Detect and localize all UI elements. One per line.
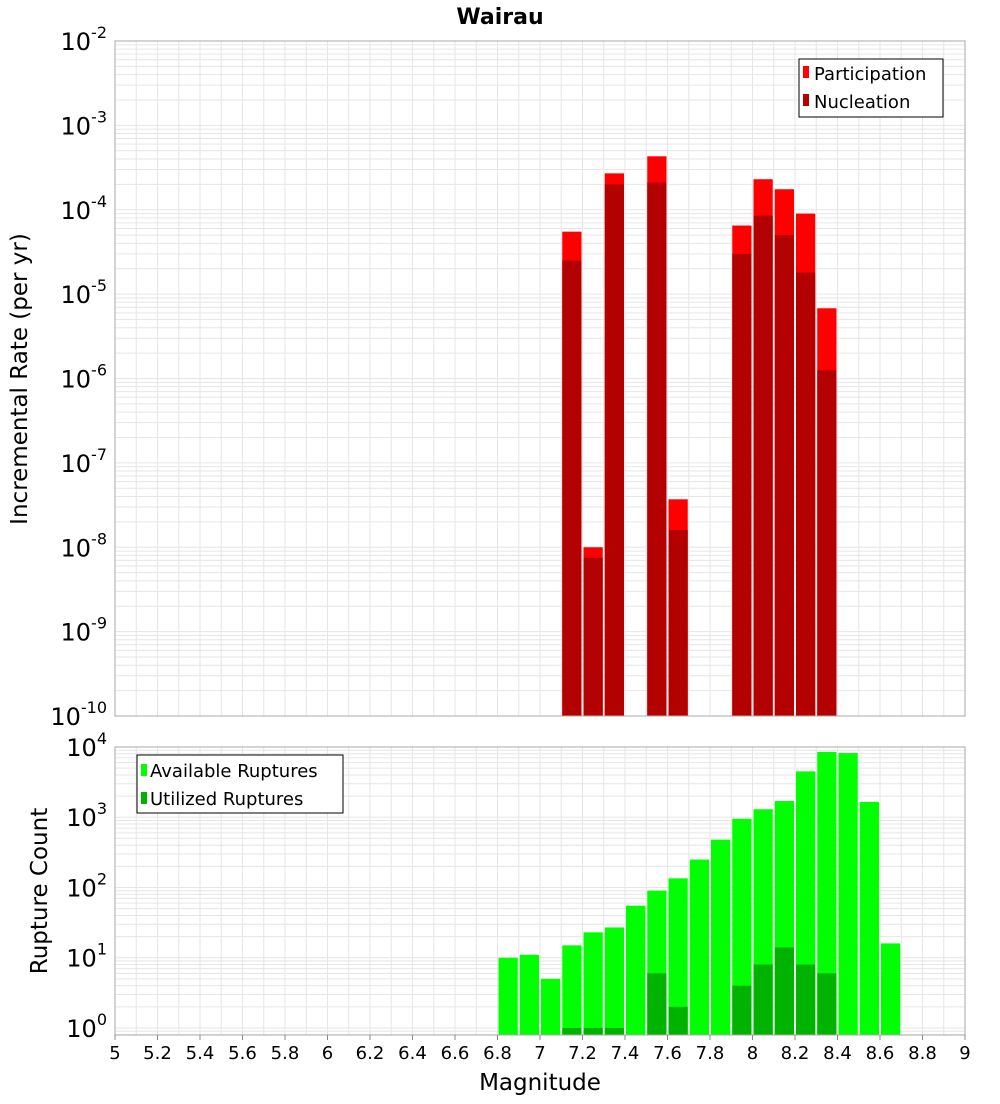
y-tick-label: 10-8 [61,529,108,562]
rate-bar-s2 [583,557,603,716]
count-bar-s2 [583,1027,603,1035]
nucleation-legend-swatch [803,94,809,106]
count-bar-s1 [732,818,752,1035]
count-y-ticks: 100 101 102 103 104 [66,729,107,1043]
rate-bar-s2 [732,253,752,716]
rate-bar-s2 [753,215,773,717]
x-tick-label: 5.2 [143,1043,172,1064]
y-tick-label: 10-10 [50,698,107,731]
rate-plot-frame [114,40,966,717]
x-tick-label: 6.4 [398,1043,427,1064]
count-legend-box [136,754,344,814]
count-bar-s1 [859,801,879,1035]
rate-bar-s2 [604,184,624,717]
count-bar-s1 [668,878,688,1035]
count-bar-s1 [519,954,539,1035]
count-legend: Available Ruptures Utilized Ruptures [136,754,344,814]
count-y-axis-label: Rupture Count [27,808,53,974]
rate-bars [562,156,837,717]
available-legend-swatch [141,764,147,776]
rate-legend: Participation Nucleation [798,58,944,118]
x-tick-label: 8 [747,1043,758,1064]
y-tick-label: 10-7 [61,445,108,478]
y-tick-label: 100 [66,1010,107,1043]
y-tick-label: 104 [66,729,107,762]
count-bar-s2 [668,1006,688,1035]
count-bar-s1 [838,753,858,1035]
rate-y-ticks: 10-10 10-9 10-8 10-7 10-6 10-5 10-4 10-3 10-2 [50,23,107,731]
rate-y-axis-label: Incremental Rate (per yr) [7,233,33,525]
count-bar-s1 [583,932,603,1035]
participation-legend-swatch [803,66,809,78]
count-bar-s1 [541,978,561,1035]
rate-bar-s2 [647,182,667,716]
x-tick-label: 8.4 [823,1043,852,1064]
x-tick-label: 6.6 [441,1043,470,1064]
count-bar-s1 [689,859,709,1035]
rate-bar-s2 [774,235,794,716]
x-tick-label: 8.8 [908,1043,937,1064]
y-tick-label: 103 [66,799,107,832]
rate-bar-s2 [817,370,837,716]
utilized-legend-swatch [141,792,147,804]
count-bar-s2 [562,1027,582,1035]
count-bars [498,751,901,1035]
rate-panel: 10-10 10-9 10-8 10-7 10-6 10-5 10-4 10-3 10-2 In… [7,23,966,731]
x-tick-label: 6.2 [356,1043,385,1064]
rate-bar-s2 [796,272,816,716]
count-bar-s2 [817,973,837,1035]
count-bar-s2 [753,964,773,1035]
x-tick-label: 6 [322,1043,333,1064]
rate-legend-box [798,58,944,118]
y-tick-label: 101 [66,940,107,973]
count-panel: 100 101 102 103 104 Rupture Count Available … [27,729,966,1043]
y-tick-label: 10-3 [61,107,108,140]
x-tick-label: 5.6 [228,1043,257,1064]
count-bar-s2 [647,973,667,1035]
count-bar-s1 [817,751,837,1035]
y-tick-label: 10-4 [61,192,108,225]
y-tick-label: 102 [66,869,107,902]
x-tick-label: 7 [534,1043,545,1064]
x-tick-label: 5 [109,1043,120,1064]
x-tick-label: 7.8 [696,1043,725,1064]
x-tick-label: 5.8 [271,1043,300,1064]
y-tick-label: 10-5 [61,276,108,309]
count-bar-s2 [732,985,752,1035]
y-tick-label: 10-9 [61,614,108,647]
count-bar-s1 [498,957,518,1035]
rate-grid [114,41,966,717]
participation-legend-label: Participation [814,64,926,85]
count-bar-s2 [604,1027,624,1035]
x-tick-label: 8.2 [781,1043,810,1064]
x-tick-label: 8.6 [866,1043,895,1064]
x-tick-label: 6.8 [483,1043,512,1064]
x-tick-label: 7.6 [653,1043,682,1064]
available-legend-label: Available Ruptures [150,761,318,782]
count-bar-s1 [711,839,731,1035]
y-tick-label: 10-6 [61,361,108,394]
rate-bar-s2 [562,260,582,716]
count-bar-s1 [626,905,646,1035]
chart-title: Wairau [456,5,543,30]
count-bar-s1 [562,945,582,1035]
y-tick-label: 10-2 [61,23,108,56]
utilized-legend-label: Utilized Ruptures [150,789,303,810]
rate-bar-s2 [668,530,688,716]
x-axis-ticks: 5 5.2 5.4 5.6 5.8 6 6.2 6.4 6.6 6.8 7 7.2 7.4 7.6 7.8 8… [109,1035,971,1064]
x-tick-label: 7.4 [611,1043,640,1064]
x-tick-label: 7.2 [568,1043,597,1064]
count-bar-s1 [604,927,624,1035]
count-bar-s2 [796,964,816,1035]
x-tick-label: 9 [959,1043,970,1064]
count-bar-s1 [881,943,901,1035]
x-tick-label: 5.4 [186,1043,215,1064]
nucleation-legend-label: Nucleation [814,92,910,113]
x-axis-label: Magnitude [479,1070,601,1096]
count-bar-s2 [774,947,794,1035]
